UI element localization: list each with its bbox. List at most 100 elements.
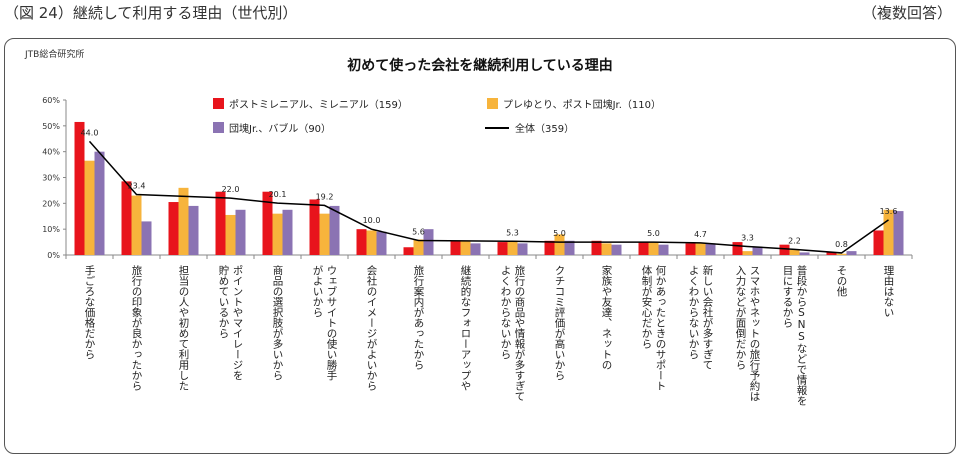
bar bbox=[215, 191, 226, 255]
category-label: 家族や友達、ネットの bbox=[601, 264, 613, 370]
bar bbox=[84, 160, 95, 255]
bar bbox=[470, 243, 481, 255]
bar bbox=[188, 205, 199, 255]
bar bbox=[319, 213, 330, 255]
category-label: 新しい会社が多すぎて bbox=[702, 264, 714, 370]
bar bbox=[554, 234, 565, 255]
bar bbox=[705, 243, 716, 255]
bar bbox=[601, 243, 612, 255]
chart-title: 初めて使った会社を継続利用している理由 bbox=[347, 58, 613, 74]
category-label: 会社のイメージがよいから bbox=[366, 264, 378, 392]
category-label: ウェブサイトの使い勝手 bbox=[326, 265, 338, 381]
bar bbox=[225, 214, 236, 255]
bar bbox=[517, 243, 528, 255]
y-tick-label: 10% bbox=[42, 225, 60, 234]
legend-label: 全体（359） bbox=[515, 122, 574, 135]
category-label: クチコミ評価が高いから bbox=[554, 265, 566, 381]
total-data-label: 13.6 bbox=[880, 207, 898, 216]
bar bbox=[235, 209, 246, 255]
category-label: 旅行の商品や情報が多すぎて bbox=[514, 264, 526, 401]
legend-swatch bbox=[213, 98, 224, 109]
y-tick-label: 0% bbox=[47, 251, 60, 260]
bar bbox=[658, 244, 669, 255]
y-tick-label: 30% bbox=[42, 174, 60, 183]
legend-swatch bbox=[487, 98, 498, 109]
category-label: その他 bbox=[836, 265, 848, 297]
total-data-label: 22.0 bbox=[222, 185, 240, 194]
bar bbox=[131, 195, 142, 255]
bar bbox=[826, 252, 837, 255]
total-data-label: 10.0 bbox=[363, 216, 381, 225]
total-data-label: 44.0 bbox=[81, 128, 99, 137]
category-label: 旅行案内があったから bbox=[413, 264, 425, 371]
bar bbox=[638, 242, 649, 255]
total-data-label: 3.3 bbox=[741, 233, 754, 242]
category-label: ポイントやマイレージを bbox=[232, 265, 244, 381]
bar bbox=[836, 253, 847, 255]
bar bbox=[544, 240, 555, 255]
y-tick-label: 60% bbox=[42, 96, 60, 105]
total-data-label: 0.8 bbox=[835, 240, 848, 249]
bar bbox=[789, 249, 800, 255]
bar bbox=[695, 243, 706, 255]
category-label: 入力などが面倒だから bbox=[735, 265, 747, 371]
multiple-answer-note: （複数回答） bbox=[861, 4, 952, 22]
total-data-label: 5.0 bbox=[647, 229, 660, 238]
category-label: 貯めているから bbox=[218, 265, 230, 339]
bar bbox=[591, 240, 602, 255]
page-header: （図 24）継続して利用する理由（世代別） （複数回答） bbox=[0, 0, 960, 26]
legend-swatch bbox=[213, 122, 224, 133]
bar bbox=[648, 242, 659, 255]
y-tick-label: 20% bbox=[42, 199, 60, 208]
bar bbox=[799, 252, 810, 255]
total-line bbox=[88, 140, 889, 254]
bar bbox=[460, 240, 471, 255]
total-data-label: 2.2 bbox=[788, 236, 801, 245]
category-label: 目にするから bbox=[782, 265, 794, 329]
category-label: 旅行の印象が良かったから bbox=[131, 264, 143, 392]
category-label: 担当の人や初めて利用した bbox=[178, 265, 190, 391]
total-data-label: 5.6 bbox=[412, 228, 425, 237]
category-label: よくわからないから bbox=[500, 265, 512, 360]
bar bbox=[893, 211, 904, 255]
bar bbox=[282, 209, 293, 255]
bar bbox=[356, 229, 367, 255]
category-label: 普段からSNSなどで情報を bbox=[796, 264, 808, 406]
bar bbox=[685, 243, 696, 255]
y-tick-label: 40% bbox=[42, 148, 60, 157]
bar bbox=[141, 221, 152, 255]
bar bbox=[742, 251, 753, 255]
bar bbox=[846, 251, 857, 255]
bar bbox=[564, 240, 575, 255]
total-data-label: 20.1 bbox=[269, 190, 287, 199]
bar bbox=[413, 239, 424, 255]
category-label: 継続的なフォローアップや bbox=[460, 264, 472, 391]
category-label: 手ごろな価格だから bbox=[84, 264, 96, 360]
total-data-label: 5.3 bbox=[506, 228, 519, 237]
category-label: 体制が安心だから bbox=[641, 265, 653, 350]
bar bbox=[873, 230, 884, 255]
bar bbox=[262, 191, 273, 255]
bar bbox=[168, 202, 179, 255]
category-label: 何かあったときのサポート bbox=[655, 264, 667, 391]
bar bbox=[497, 242, 508, 255]
category-label: 商品の選択肢が多いから bbox=[272, 264, 284, 381]
bar bbox=[883, 209, 894, 255]
bar bbox=[732, 242, 743, 255]
category-label: 理由はない bbox=[883, 265, 895, 318]
bar bbox=[779, 244, 790, 255]
bar bbox=[94, 151, 105, 255]
legend-label: プレゆとり、ポスト団塊Jr.（110） bbox=[503, 98, 661, 111]
legend-label: 団塊Jr.、バブル（90） bbox=[229, 122, 331, 135]
source-label: JTB総合研究所 bbox=[25, 50, 85, 60]
bar bbox=[423, 229, 434, 255]
bar bbox=[752, 247, 763, 255]
bar bbox=[272, 213, 283, 255]
bar bbox=[507, 240, 518, 255]
total-data-label: 23.4 bbox=[128, 182, 146, 191]
total-data-label: 4.7 bbox=[694, 230, 707, 239]
bar bbox=[450, 240, 461, 255]
bar bbox=[178, 187, 189, 255]
bar bbox=[366, 230, 377, 255]
